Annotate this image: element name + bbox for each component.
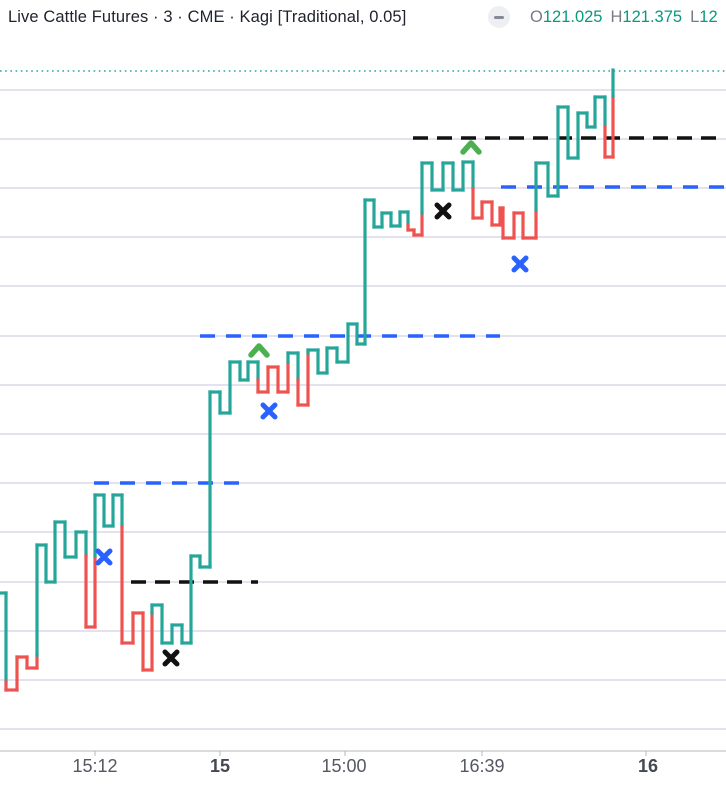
- ohlc-value: 121.375: [622, 8, 683, 26]
- ohlc-value: 121.025: [542, 8, 603, 26]
- chart-header: Live Cattle Futures · 3 · CME · Kagi [Tr…: [0, 0, 726, 36]
- black-cross-marker-icon: [162, 649, 180, 667]
- ohlc-label: H: [610, 8, 623, 26]
- blue-cross-marker-icon: [260, 402, 278, 420]
- green-chevron-up-marker-icon: [248, 343, 270, 358]
- minus-icon: [494, 15, 504, 19]
- collapse-legend-button[interactable]: [488, 6, 510, 28]
- time-axis-label: 16:39: [459, 756, 504, 776]
- time-axis[interactable]: 15:12 15 15:00 16:39 16: [0, 750, 726, 776]
- ohlc-values: O121.025 H121.375 L12: [530, 0, 726, 34]
- time-axis-label: 16: [638, 756, 658, 776]
- green-chevron-up-marker-icon: [460, 140, 482, 155]
- ohlc-label: L: [690, 8, 700, 26]
- blue-cross-marker-icon: [511, 255, 529, 273]
- time-axis-label: 15:12: [72, 756, 117, 776]
- time-axis-label: 15: [210, 756, 230, 776]
- black-cross-marker-icon: [434, 202, 452, 220]
- time-axis-label: 15:00: [321, 756, 366, 776]
- level-lines: [94, 136, 726, 584]
- ohlc-label: O: [530, 8, 543, 26]
- chart-markers: [95, 140, 529, 667]
- blue-cross-marker-icon: [95, 548, 113, 566]
- symbol-title[interactable]: Live Cattle Futures · 3 · CME · Kagi [Tr…: [8, 8, 407, 26]
- ohlc-value: 12: [699, 8, 718, 26]
- kagi-line: [0, 68, 615, 692]
